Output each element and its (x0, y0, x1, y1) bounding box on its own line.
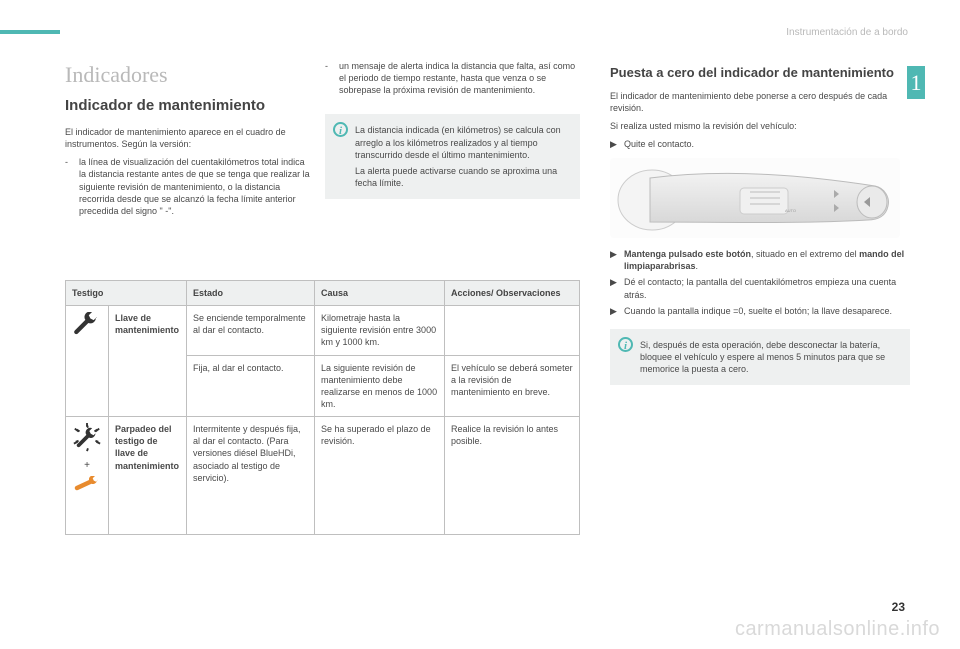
bullet-item: - la línea de visualización del cuentaki… (65, 156, 310, 217)
info-box: i Si, después de esta operación, debe de… (610, 329, 910, 385)
action-arrow-icon: ▶ (610, 276, 624, 300)
reset-paragraph: Si realiza usted mismo la revisión del v… (610, 120, 910, 132)
table-header-row: Testigo Estado Causa Acciones/ Observaci… (66, 281, 580, 306)
th-estado: Estado (187, 281, 315, 306)
info-icon: i (618, 337, 633, 352)
reset-heading: Puesta a cero del indicador de mantenimi… (610, 64, 910, 82)
action-plain: , situado en el extremo del (751, 249, 859, 259)
th-testigo: Testigo (66, 281, 187, 306)
th-acciones: Acciones/ Observaciones (445, 281, 580, 306)
action-step: ▶ Mantenga pulsado este botón, situado e… (610, 248, 910, 272)
action-text: Dé el contacto; la pantalla del cuentaki… (624, 276, 910, 300)
cell-acciones: El vehículo se deberá someter a la revis… (445, 355, 580, 417)
action-arrow-icon: ▶ (610, 138, 624, 150)
section-title: Indicadores (65, 60, 310, 90)
cell-causa: La siguiente revisión de mantenimiento d… (315, 355, 445, 417)
wrench-flash-icon-cell: + (66, 417, 109, 535)
wiper-stalk-illustration: AUTO (610, 158, 900, 238)
subsection-title: Indicador de mantenimiento (65, 96, 310, 116)
action-arrow-icon: ▶ (610, 248, 624, 272)
header-section-label: Instrumentación de a bordo (786, 26, 908, 40)
plus-symbol: + (72, 459, 102, 473)
action-step: ▶ Cuando la pantalla indique =0, suelte … (610, 305, 910, 317)
info-text: Si, después de esta operación, debe desc… (640, 339, 900, 375)
svg-text:AUTO: AUTO (785, 208, 796, 213)
service-wrench-icon (72, 476, 98, 494)
cell-causa: Se ha superado el plazo de revisión. (315, 417, 445, 535)
bullet-text: la línea de visualización del cuentakiló… (79, 156, 310, 217)
bullet-dash: - (65, 156, 79, 217)
wrench-icon-cell (66, 306, 109, 417)
action-plain: . (696, 261, 699, 271)
cell-acciones (445, 306, 580, 355)
accent-bar (0, 30, 60, 34)
wrench-flash-icon (72, 423, 102, 453)
indicator-name: Llave de mantenimiento (109, 306, 187, 417)
info-text: La distancia indicada (en kilómetros) se… (355, 124, 570, 160)
th-causa: Causa (315, 281, 445, 306)
page-number: 23 (892, 599, 905, 615)
wrench-icon (72, 312, 98, 338)
bullet-dash: - (325, 60, 339, 96)
indicator-table: Testigo Estado Causa Acciones/ Observaci… (65, 280, 580, 535)
info-text: La alerta puede activarse cuando se apro… (355, 165, 570, 189)
table-row: Llave de mantenimiento Se enciende tempo… (66, 306, 580, 355)
left-column: Indicadores Indicador de mantenimiento E… (65, 60, 310, 223)
reset-paragraph: El indicador de mantenimiento debe poner… (610, 90, 910, 114)
action-arrow-icon: ▶ (610, 305, 624, 317)
action-text: Quite el contacto. (624, 138, 694, 150)
cell-estado: Intermitente y después fija, al dar el c… (187, 417, 315, 535)
action-text: Mantenga pulsado este botón, situado en … (624, 248, 910, 272)
indicator-name: Parpadeo del testigo de llave de manteni… (109, 417, 187, 535)
cell-causa: Kilometraje hasta la siguiente revisión … (315, 306, 445, 355)
bullet-text: un mensaje de alerta indica la distancia… (339, 60, 580, 96)
cell-acciones: Realice la revisión lo antes posible. (445, 417, 580, 535)
action-bold: Mantenga pulsado este botón (624, 249, 751, 259)
info-box: i La distancia indicada (en kilómetros) … (325, 114, 580, 199)
action-step: ▶ Dé el contacto; la pantalla del cuenta… (610, 276, 910, 300)
action-step: ▶ Quite el contacto. (610, 138, 910, 150)
intro-paragraph: El indicador de mantenimiento aparece en… (65, 126, 310, 150)
action-text: Cuando la pantalla indique =0, suelte el… (624, 305, 892, 317)
info-icon: i (333, 122, 348, 137)
cell-estado: Fija, al dar el contacto. (187, 355, 315, 417)
table-row: + Parpadeo del testigo de llave de mante… (66, 417, 580, 535)
right-column: Puesta a cero del indicador de mantenimi… (610, 64, 910, 385)
watermark: carmanualsonline.info (735, 616, 940, 643)
cell-estado: Se enciende temporalmente al dar el cont… (187, 306, 315, 355)
middle-column: - un mensaje de alerta indica la distanc… (325, 60, 580, 199)
bullet-item: - un mensaje de alerta indica la distanc… (325, 60, 580, 96)
